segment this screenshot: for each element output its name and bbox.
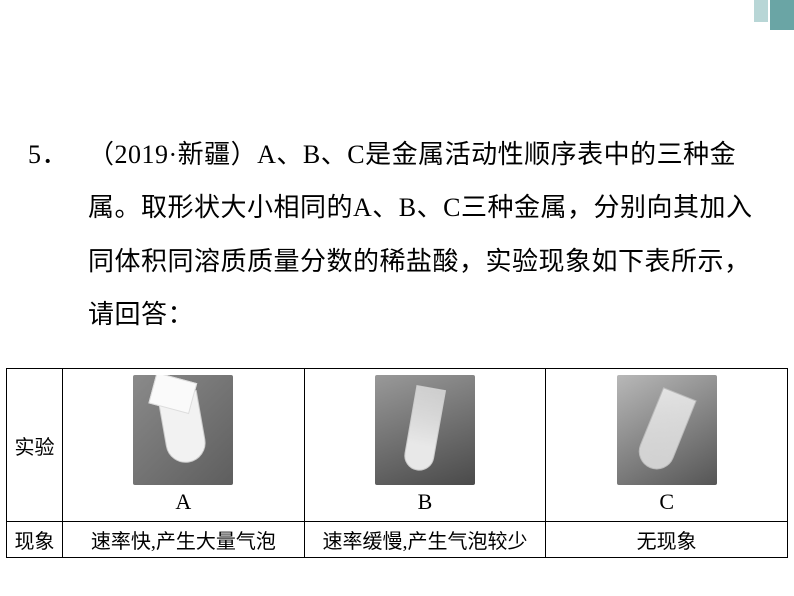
experiment-table: 实验 A B C 现象 速率快,产生大量气泡: [6, 368, 788, 558]
table-row: 现象 速率快,产生大量气泡 速率缓慢,产生气泡较少 无现象: [7, 522, 788, 558]
question-block: 5．（2019·新疆）A、B、C是金属活动性顺序表中的三种金属。取形状大小相同的…: [28, 128, 768, 341]
phenomenon-cell-b: 速率缓慢,产生气泡较少: [304, 522, 546, 558]
question-text: （2019·新疆）A、B、C是金属活动性顺序表中的三种金属。取形状大小相同的A、…: [88, 128, 764, 341]
experiment-cell-c: C: [546, 369, 788, 522]
corner-decoration: [754, 0, 794, 30]
test-tube-image-a: [133, 375, 233, 485]
phenomenon-cell-a: 速率快,产生大量气泡: [63, 522, 305, 558]
column-label-a: A: [63, 489, 304, 515]
table-row: 实验 A B C: [7, 369, 788, 522]
column-label-c: C: [546, 489, 787, 515]
question-number: 5．: [28, 128, 88, 181]
test-tube-image-c: [617, 375, 717, 485]
phenomenon-cell-c: 无现象: [546, 522, 788, 558]
experiment-cell-b: B: [304, 369, 546, 522]
test-tube-image-b: [375, 375, 475, 485]
experiment-cell-a: A: [63, 369, 305, 522]
column-label-b: B: [305, 489, 546, 515]
row-label-phenomenon: 现象: [7, 522, 63, 558]
row-label-experiment: 实验: [7, 369, 63, 522]
